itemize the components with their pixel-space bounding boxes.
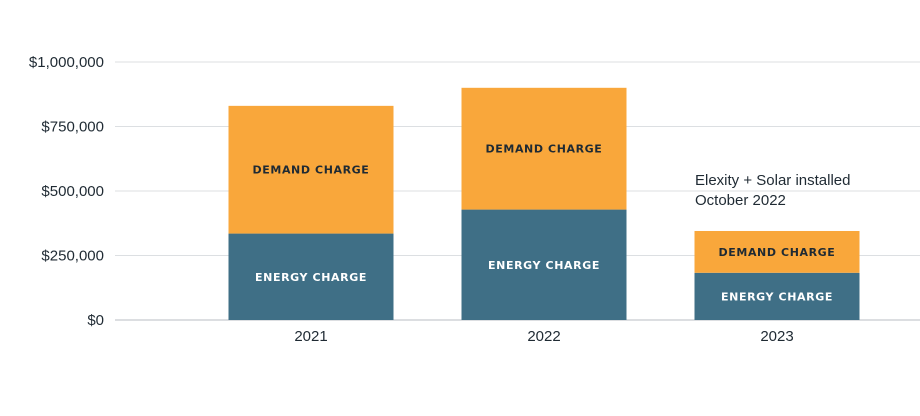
bar-energy-charge-2022: [461, 209, 627, 320]
segment-label-demand-charge: DEMAND CHARGE: [253, 164, 370, 177]
x-tick-label: 2023: [760, 328, 793, 345]
bar-demand-charge-2023: [694, 230, 860, 273]
segment-label-demand-charge: DEMAND CHARGE: [486, 143, 603, 156]
y-axis-tick-labels: $0 $250,000 $500,000 $750,000 $1,000,000: [29, 54, 104, 329]
y-tick-label: $1,000,000: [29, 54, 104, 71]
bar-energy-charge-2023: [694, 272, 860, 320]
segment-label-energy-charge: ENERGY CHARGE: [721, 290, 833, 303]
bar-demand-charge-2021: [228, 105, 394, 234]
x-axis-tick-labels: 2021 2022 2023: [294, 328, 793, 345]
x-tick-label: 2021: [294, 328, 327, 345]
bar-demand-charge-2022: [461, 87, 627, 210]
segment-label-energy-charge: ENERGY CHARGE: [488, 259, 600, 272]
y-tick-label: $250,000: [41, 248, 104, 265]
bar-energy-charge-2021: [228, 233, 394, 320]
annotation-line-1: Elexity + Solar installed: [695, 172, 851, 189]
annotation-line-2: October 2022: [695, 192, 786, 209]
bars: ENERGY CHARGE DEMAND CHARGE ENERGY CHARGE D…: [228, 87, 860, 320]
x-tick-label: 2022: [527, 328, 560, 345]
y-tick-label: $0: [87, 312, 104, 329]
segment-label-demand-charge: DEMAND CHARGE: [719, 246, 836, 259]
y-tick-label: $750,000: [41, 119, 104, 136]
y-tick-label: $500,000: [41, 183, 104, 200]
annotation: Elexity + Solar installed October 2022: [695, 172, 855, 209]
segment-label-energy-charge: ENERGY CHARGE: [255, 271, 367, 284]
